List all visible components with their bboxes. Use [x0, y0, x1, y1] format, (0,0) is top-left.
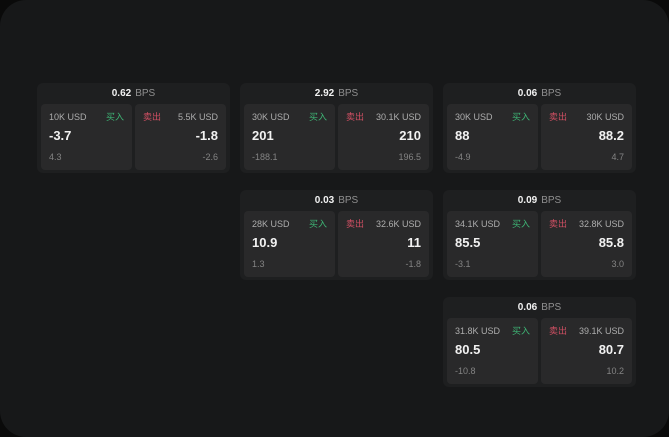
- bps-value: 0.06: [517, 88, 538, 99]
- sell-delta: -2.6: [202, 152, 218, 162]
- sell-side-label: 卖出: [549, 219, 568, 229]
- sell-side-label: 卖出: [346, 219, 365, 229]
- sell-side-label: 卖出: [143, 112, 162, 122]
- buy-panel[interactable]: 28K USD 买入 10.9 1.3: [244, 211, 335, 277]
- buy-amount: 30K USD: [455, 112, 493, 122]
- buy-amount: 28K USD: [252, 219, 290, 229]
- bps-header: 2.92 BPS: [240, 83, 433, 104]
- sell-panel[interactable]: 卖出 32.6K USD 11 -1.8: [338, 211, 429, 277]
- quote-card: 0.06 BPS 30K USD 买入 88 -4.9 卖出 30K USD: [443, 83, 636, 173]
- sell-amount: 5.5K USD: [177, 112, 218, 122]
- buy-amount: 30K USD: [252, 112, 290, 122]
- buy-delta: -3.1: [455, 259, 471, 269]
- sell-price: 85.8: [598, 235, 624, 250]
- buy-side-label: 买入: [511, 326, 530, 336]
- buy-price: 80.5: [455, 342, 481, 357]
- sell-side-label: 卖出: [549, 112, 568, 122]
- sell-amount: 39.1K USD: [578, 326, 624, 336]
- quote-card: 0.06 BPS 31.8K USD 买入 80.5 -10.8 卖出 39.1…: [443, 297, 636, 387]
- sell-panel[interactable]: 卖出 5.5K USD -1.8 -2.6: [135, 104, 226, 170]
- sell-delta: 3.0: [611, 259, 624, 269]
- sell-panel[interactable]: 卖出 30K USD 88.2 4.7: [541, 104, 632, 170]
- buy-amount: 31.8K USD: [455, 326, 501, 336]
- bps-header: 0.09 BPS: [443, 190, 636, 211]
- buy-price: 10.9: [252, 235, 278, 250]
- bps-unit-label: BPS: [338, 88, 359, 99]
- sell-delta: -1.8: [405, 259, 421, 269]
- sell-price: 11: [407, 235, 421, 250]
- bps-unit-label: BPS: [541, 302, 562, 313]
- sell-delta: 4.7: [611, 152, 624, 162]
- bps-value: 0.03: [314, 195, 335, 206]
- buy-panel[interactable]: 34.1K USD 买入 85.5 -3.1: [447, 211, 538, 277]
- buy-delta: -10.8: [455, 366, 476, 376]
- sell-price: 80.7: [598, 342, 624, 357]
- sell-side-label: 卖出: [549, 326, 568, 336]
- sell-amount: 32.8K USD: [578, 219, 624, 229]
- bps-value: 2.92: [314, 88, 335, 99]
- bps-value: 0.62: [111, 88, 132, 99]
- bps-header: 0.06 BPS: [443, 83, 636, 104]
- buy-delta: 4.3: [49, 152, 62, 162]
- buy-panel[interactable]: 10K USD 买入 -3.7 4.3: [41, 104, 132, 170]
- bps-unit-label: BPS: [541, 195, 562, 206]
- sell-panel[interactable]: 卖出 30.1K USD 210 196.5: [338, 104, 429, 170]
- quote-card: 0.03 BPS 28K USD 买入 10.9 1.3 卖出 32.6K US…: [240, 190, 433, 280]
- buy-side-label: 买入: [308, 112, 327, 122]
- buy-side-label: 买入: [308, 219, 327, 229]
- buy-delta: -188.1: [252, 152, 278, 162]
- sell-price: 88.2: [598, 128, 624, 143]
- buy-panel[interactable]: 30K USD 买入 88 -4.9: [447, 104, 538, 170]
- sell-panel[interactable]: 卖出 39.1K USD 80.7 10.2: [541, 318, 632, 384]
- buy-price: 85.5: [455, 235, 481, 250]
- buy-side-label: 买入: [511, 112, 530, 122]
- buy-price: 201: [252, 128, 274, 143]
- quote-card: 0.09 BPS 34.1K USD 买入 85.5 -3.1 卖出 32.8K…: [443, 190, 636, 280]
- buy-side-label: 买入: [511, 219, 530, 229]
- bps-header: 0.03 BPS: [240, 190, 433, 211]
- sell-price: 210: [399, 128, 421, 143]
- sell-amount: 30.1K USD: [375, 112, 421, 122]
- buy-price: 88: [455, 128, 470, 143]
- sell-delta: 196.5: [398, 152, 421, 162]
- sell-side-label: 卖出: [346, 112, 365, 122]
- quote-grid: 0.62 BPS 10K USD 买入 -3.7 4.3 卖出 5.5K USD: [37, 83, 636, 387]
- bps-value: 0.06: [517, 302, 538, 313]
- quote-card: 0.62 BPS 10K USD 买入 -3.7 4.3 卖出 5.5K USD: [37, 83, 230, 173]
- bps-header: 0.06 BPS: [443, 297, 636, 318]
- sell-price: -1.8: [195, 128, 218, 143]
- buy-panel[interactable]: 30K USD 买入 201 -188.1: [244, 104, 335, 170]
- bps-value: 0.09: [517, 195, 538, 206]
- sell-amount: 30K USD: [586, 112, 624, 122]
- sell-amount: 32.6K USD: [375, 219, 421, 229]
- sell-panel[interactable]: 卖出 32.8K USD 85.8 3.0: [541, 211, 632, 277]
- bps-header: 0.62 BPS: [37, 83, 230, 104]
- bps-unit-label: BPS: [338, 195, 359, 206]
- buy-price: -3.7: [49, 128, 72, 143]
- buy-delta: 1.3: [252, 259, 265, 269]
- sell-delta: 10.2: [606, 366, 624, 376]
- buy-amount: 10K USD: [49, 112, 87, 122]
- buy-amount: 34.1K USD: [455, 219, 501, 229]
- buy-side-label: 买入: [105, 112, 124, 122]
- buy-panel[interactable]: 31.8K USD 买入 80.5 -10.8: [447, 318, 538, 384]
- bps-unit-label: BPS: [135, 88, 156, 99]
- bps-unit-label: BPS: [541, 88, 562, 99]
- quote-card: 2.92 BPS 30K USD 买入 201 -188.1 卖出 30.1K …: [240, 83, 433, 173]
- buy-delta: -4.9: [455, 152, 471, 162]
